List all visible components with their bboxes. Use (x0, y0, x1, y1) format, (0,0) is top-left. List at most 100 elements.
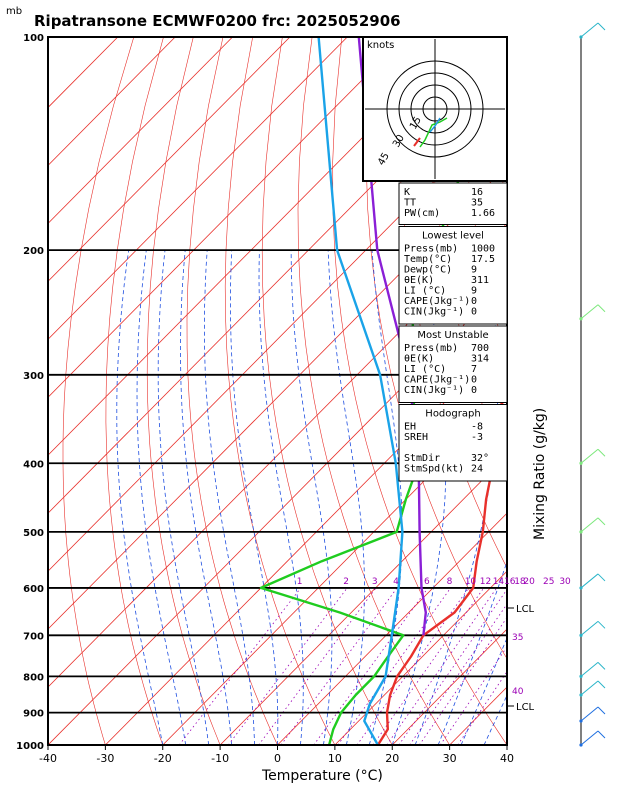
isotherm-line (506, 744, 507, 745)
wind-barb (580, 448, 599, 464)
lowest-level-row-label: CAPE(Jkg⁻¹) (404, 296, 470, 307)
pressure-tick-label: 800 (23, 672, 44, 683)
mixing-ratio-label: 8 (447, 577, 453, 587)
mixing-ratio-label: 30 (559, 577, 571, 587)
dry-adiabat-line (609, 37, 618, 745)
lowest-level-row-value: 0 (471, 296, 477, 307)
lowest-level-row-value: 9 (471, 286, 477, 297)
wind-barb-flag (597, 517, 606, 526)
mixing-ratio-line (419, 616, 507, 745)
wind-barb-flag (597, 304, 606, 313)
wind-barb (580, 517, 599, 533)
hodograph-trace-green (419, 117, 448, 148)
mixing-ratio-line (372, 587, 485, 745)
isotherm-line (48, 37, 176, 167)
isotherm-line (48, 37, 233, 224)
temperature-tick-label: 30 (443, 752, 457, 765)
wind-barb-dot (579, 633, 583, 637)
dry-adiabat-line (62, 37, 135, 745)
lowest-level-row-value: 311 (471, 275, 489, 286)
pressure-tick-label: 600 (23, 584, 44, 595)
dry-adiabat-line (261, 37, 393, 745)
moist-adiabat-line (290, 250, 333, 745)
theta-e-label-35: 35 (512, 633, 523, 643)
profile-series-0 (376, 347, 507, 745)
isotherm-line (48, 37, 119, 109)
lowest-level-row-label: Press(mb) (404, 244, 458, 255)
dry-adiabat-line (490, 37, 507, 210)
pressure-tick-label: 100 (23, 33, 44, 44)
lowest-level-row-value: 17.5 (471, 254, 495, 265)
isotherm-line (48, 164, 507, 630)
wind-barb-flag (597, 662, 606, 670)
mixing-ratio-line (178, 587, 302, 745)
wind-barb-flag (597, 730, 606, 739)
dry-adiabat-line (580, 37, 618, 745)
mixing-ratio-label: 20 (523, 577, 535, 587)
background-grid (48, 37, 618, 745)
pressure-tick-label: 200 (23, 246, 44, 257)
moist-adiabat-line (157, 250, 209, 745)
lowest-level-row-label: Temp(°C) (404, 254, 452, 265)
hodograph-stats-row-value: -8 (471, 422, 483, 433)
wind-barb-dot (579, 461, 583, 465)
hodograph-trace-blue (429, 117, 441, 133)
mixing-ratio-label: 1 (297, 577, 303, 587)
lowest-level-row-label: LI (°C) (404, 286, 446, 297)
isotherm-line (48, 37, 348, 340)
most-unstable-row-label: CIN(Jkg⁻¹) (404, 385, 464, 396)
wind-barb (580, 304, 599, 320)
pressure-tick-label: 900 (23, 709, 44, 720)
wind-barb-dot (579, 586, 583, 590)
hodograph-stats-row-label: EH (404, 422, 416, 433)
wind-barb-dot (579, 317, 583, 321)
hodograph-stats-row-value: -3 (471, 432, 483, 443)
profile-series-2 (317, 37, 404, 745)
isotherm-line (48, 37, 405, 398)
wind-barb-column (579, 22, 606, 747)
wind-barb-dot (579, 530, 583, 534)
mixing-ratio-label: 3 (372, 577, 378, 587)
pressure-tick-label: 700 (23, 631, 44, 642)
lcl-label-upper: LCL (516, 604, 535, 615)
moist-adiabat-line (230, 250, 279, 745)
moist-adiabat-line (258, 250, 304, 745)
mixing-ratio-line (439, 646, 507, 745)
mixing-ratio-line (457, 670, 507, 745)
moist-adiabat-line (506, 744, 507, 745)
hodograph-stats-row-value: 32° (471, 453, 489, 464)
wind-barb-dot (579, 693, 583, 697)
temperature-tick-label: 10 (328, 752, 342, 765)
x-axis-label: Temperature (°C) (261, 768, 383, 784)
most-unstable-heading: Most Unstable (417, 330, 488, 341)
indices-row-value: 16 (471, 187, 483, 198)
pressure-tick-label: 1000 (16, 741, 44, 752)
isotherm-line (48, 280, 507, 745)
wind-barb (580, 662, 599, 677)
temperature-tick-label: 40 (500, 752, 514, 765)
wind-barb-flag (597, 680, 606, 689)
lowest-level-panel (398, 226, 508, 325)
wind-barb (580, 573, 599, 589)
isotherm-line (48, 37, 463, 456)
isotherm-line (334, 570, 507, 745)
mixing-ratio-line (398, 588, 507, 745)
isotherm-line (219, 454, 507, 745)
mixing-ratio-label: 4 (393, 577, 399, 587)
wind-barb-flag (597, 22, 606, 31)
most-unstable-row-label: LI (°C) (404, 364, 446, 375)
wind-barb (580, 706, 599, 722)
dry-adiabat-line (365, 37, 507, 660)
mixing-ratio-label: 2 (343, 577, 349, 587)
mixing-ratio-label: 6 (424, 577, 430, 587)
most-unstable-row-value: 700 (471, 343, 489, 354)
dry-adiabat-line (520, 37, 618, 745)
mixing-ratio-label: 18 (514, 577, 526, 587)
mixing-ratio-line (409, 603, 507, 745)
indices-row-value: 35 (471, 198, 483, 209)
mixing-ratio-line (313, 587, 429, 745)
lowest-level-row-label: CIN(Jkg⁻¹) (404, 307, 464, 318)
unit-mb-label: mb (6, 6, 22, 17)
